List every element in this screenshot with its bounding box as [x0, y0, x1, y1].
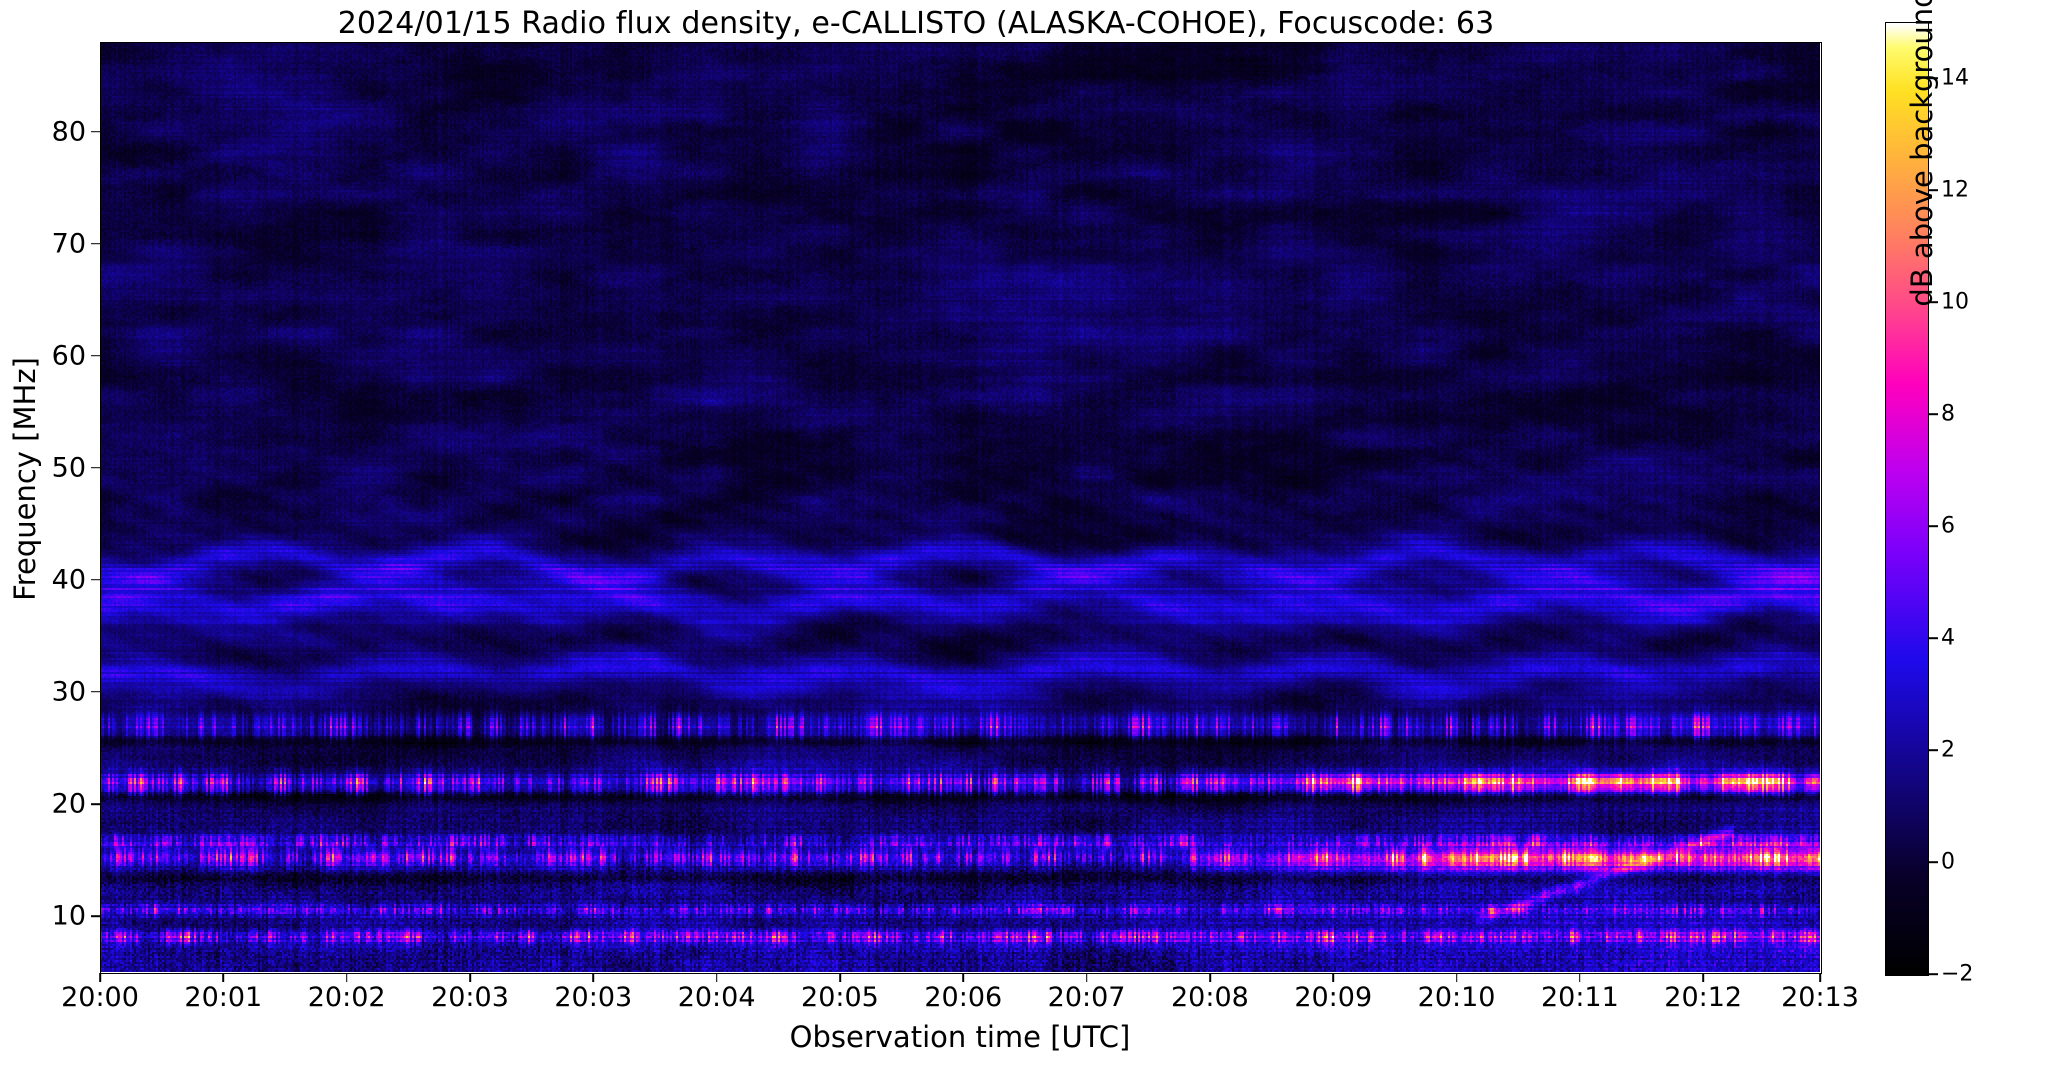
x-tick-mark: [715, 973, 718, 982]
x-tick-label: 20:08: [1171, 982, 1249, 1013]
colorbar-tick-label: 12: [1941, 177, 1969, 203]
x-tick-label: 20:00: [61, 982, 139, 1013]
colorbar-tick-label: 14: [1941, 65, 1969, 91]
colorbar-tick-label: 0: [1941, 849, 1955, 875]
x-tick-mark: [469, 973, 471, 982]
y-tick-label: 40: [51, 564, 86, 596]
x-tick-mark: [222, 973, 225, 982]
spectrogram-image: [100, 42, 1820, 972]
y-tick-label: 70: [51, 228, 86, 260]
x-tick-label: 20:05: [801, 982, 879, 1013]
x-tick-mark: [592, 973, 595, 982]
x-tick-label: 20:13: [1781, 982, 1859, 1013]
x-tick-mark: [99, 973, 101, 982]
x-tick-label: 20:02: [307, 982, 386, 1013]
y-tick-mark: [91, 915, 100, 917]
colorbar-tick-mark: [1929, 301, 1938, 303]
x-tick-label: 20:03: [431, 982, 509, 1013]
colorbar-tick-label: −2: [1941, 961, 1974, 987]
x-tick-label: 20:10: [1417, 982, 1496, 1013]
colorbar-tick-mark: [1929, 749, 1938, 751]
x-tick-label: 20:04: [677, 982, 756, 1013]
x-tick-mark: [1332, 973, 1335, 982]
x-tick-label: 20:06: [924, 982, 1003, 1013]
colorbar-tick-label: 10: [1941, 289, 1969, 315]
colorbar-tick-mark: [1929, 189, 1938, 191]
colorbar-tick-label: 8: [1941, 401, 1955, 427]
x-tick-mark: [345, 973, 348, 982]
y-tick-mark: [91, 579, 100, 581]
x-tick-label: 20:12: [1664, 982, 1743, 1013]
y-tick-mark: [91, 354, 100, 357]
y-tick-mark: [91, 803, 100, 805]
y-tick-label: 20: [51, 788, 86, 820]
y-tick-label: 60: [51, 340, 86, 372]
x-axis-label: Observation time [UTC]: [789, 1020, 1131, 1054]
y-tick-mark: [91, 691, 100, 693]
x-tick-label: 20:03: [554, 982, 633, 1013]
colorbar: [1885, 22, 1929, 976]
y-axis-label: Frequency [MHz]: [8, 357, 42, 601]
x-tick-mark: [1209, 973, 1211, 982]
colorbar-tick-label: 4: [1941, 625, 1955, 651]
x-tick-mark: [1702, 973, 1704, 982]
y-tick-label: 80: [51, 116, 86, 148]
figure-title: 2024/01/15 Radio flux density, e-CALLIST…: [337, 6, 1495, 41]
x-tick-label: 20:01: [184, 982, 263, 1013]
x-tick-label: 20:09: [1294, 982, 1373, 1013]
x-tick-label: 20:07: [1047, 982, 1126, 1013]
colorbar-tick-mark: [1929, 861, 1938, 863]
colorbar-tick-mark: [1929, 525, 1938, 527]
colorbar-tick-label: 6: [1941, 513, 1955, 539]
y-tick-mark: [91, 466, 100, 469]
y-tick-label: 10: [51, 900, 86, 932]
y-tick-mark: [91, 130, 100, 133]
y-tick-mark: [91, 242, 100, 245]
x-tick-mark: [962, 973, 965, 982]
colorbar-tick-mark: [1929, 973, 1938, 975]
colorbar-label: dB above background: [1905, 0, 1939, 307]
x-tick-mark: [1085, 973, 1088, 982]
colorbar-tick-label: 2: [1941, 737, 1955, 763]
y-tick-label: 50: [51, 452, 86, 484]
x-tick-mark: [1455, 973, 1458, 982]
x-tick-mark: [839, 973, 841, 982]
x-tick-mark: [1579, 973, 1581, 982]
x-tick-mark: [1819, 973, 1821, 982]
x-tick-label: 20:11: [1540, 982, 1619, 1013]
colorbar-tick-mark: [1929, 77, 1938, 79]
colorbar-tick-mark: [1929, 637, 1938, 639]
y-tick-label: 30: [51, 676, 86, 708]
colorbar-tick-mark: [1929, 413, 1938, 415]
